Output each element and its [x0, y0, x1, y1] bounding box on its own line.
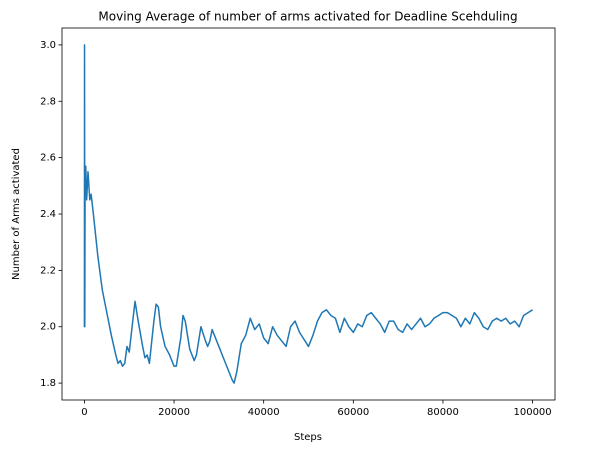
y-axis-label: Number of Arms activated [11, 148, 22, 280]
x-tick-label: 80000 [427, 407, 459, 418]
chart-title: Moving Average of number of arms activat… [98, 10, 517, 24]
y-tick-label: 2.2 [40, 265, 56, 276]
y-tick-label: 3.0 [40, 40, 56, 51]
x-tick-label: 20000 [158, 407, 190, 418]
y-tick-label: 1.8 [40, 378, 56, 389]
x-tick-label: 60000 [337, 407, 369, 418]
y-tick-label: 2.6 [40, 153, 56, 164]
x-tick-label: 40000 [248, 407, 280, 418]
y-tick-label: 2.8 [40, 96, 56, 107]
y-tick-label: 2.4 [40, 209, 56, 220]
axes-frame [61, 27, 556, 401]
x-tick-label: 100000 [513, 407, 551, 418]
x-axis-label: Steps [294, 432, 322, 443]
x-tick-label: 0 [81, 407, 87, 418]
data-line [83, 44, 533, 384]
y-tick-label: 2.0 [40, 322, 56, 333]
